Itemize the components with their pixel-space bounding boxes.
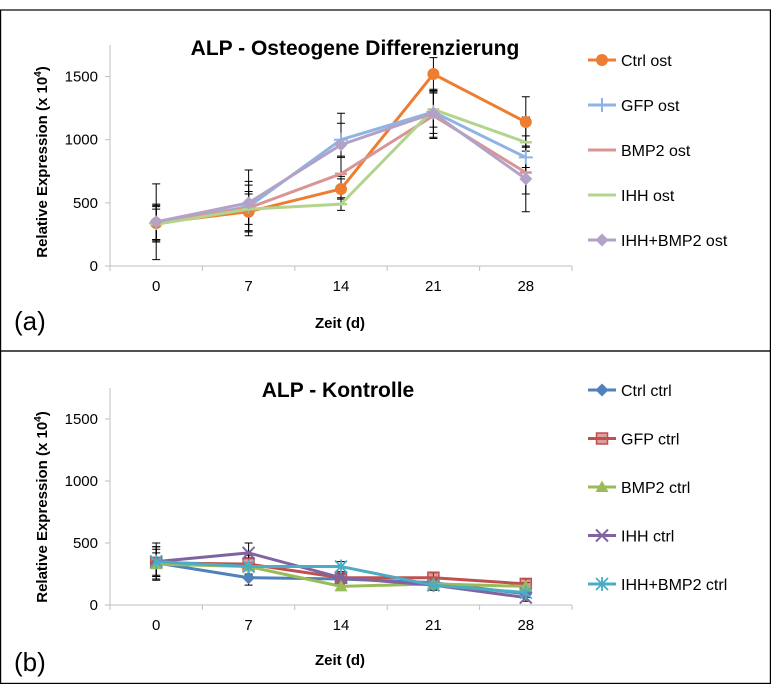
data-point [426,578,441,593]
data-point [335,182,347,195]
legend-label: BMP2 ost [621,143,691,160]
x-tick-label: 28 [517,278,534,295]
x-tick-label: 0 [152,278,160,295]
legend-item: Ctrl ost [588,53,672,70]
y-axis-label-close: ) [34,66,51,71]
y-axis-label-text: Relative Expression (x 10 [34,422,51,603]
legend-marker [595,233,609,247]
x-axis-label: Zeit (d) [315,315,365,332]
y-tick-label: 1500 [65,411,98,428]
plot-area: 0 500 1000 1500 0 7 14 21 28 [65,45,573,295]
legend-item: IHH+BMP2 ost [588,233,728,250]
legend-marker [595,432,609,445]
data-point [149,215,163,229]
x-axis-label: Zeit (d) [315,652,365,669]
legend-marker [595,480,609,492]
data-point [519,585,533,600]
x-tick-label: 14 [333,278,350,295]
panel-label: (a) [14,306,46,336]
error-bars [152,57,530,261]
legend-item: Ctrl ctrl [588,383,672,400]
legend-marker [595,98,609,112]
panel-a: ALP - Osteogene Differenzierung Zeit (d)… [14,37,728,336]
y-axis-label-exponent: 4 [33,416,44,422]
x-tick-label: 7 [244,617,252,634]
x-tick-label: 0 [152,617,160,634]
legend-label: IHH+BMP2 ctrl [621,577,727,594]
data-point [334,579,348,592]
legend-marker [596,54,608,66]
y-tick-label: 0 [90,597,98,614]
data-point [519,172,533,186]
data-point [241,559,256,574]
legend-label: Ctrl ctrl [621,383,672,400]
legend-item: BMP2 ctrl [588,480,690,497]
x-tick-label: 21 [425,617,442,634]
legend-label: IHH ctrl [621,529,674,546]
legend-label: Ctrl ost [621,53,672,70]
legend-marker [595,577,609,591]
data-point [427,68,440,81]
data-point [241,546,256,560]
x-tick-label: 14 [333,617,350,634]
data-point [518,150,533,165]
y-tick-label: 0 [90,258,98,275]
data-point [149,554,163,569]
y-axis-label: Relative Expression (x 104) [33,411,51,603]
x-tick-label: 21 [425,278,442,295]
data-point [426,106,440,120]
y-tick-label: 1500 [65,69,98,86]
legend-item: IHH ost [588,188,675,205]
plot-area: 0 500 1000 1500 0 7 14 21 28 [65,388,573,634]
data-point [242,571,256,585]
legend-item: GFP ost [588,98,680,115]
legend-item: GFP ctrl [588,432,679,449]
series [150,107,532,226]
legend-label: BMP2 ctrl [621,480,690,497]
legend-marker [595,528,609,543]
y-tick-label: 1000 [65,473,98,490]
data-point [519,116,532,129]
series [149,106,533,229]
panel-label: (b) [14,647,46,677]
legend-marker [595,383,609,397]
series [149,554,533,600]
legend-item: IHH+BMP2 ctrl [588,577,727,594]
y-axis-label: Relative Expression (x 104) [33,66,51,258]
x-tick-label: 7 [244,278,252,295]
legend-item: BMP2 ost [588,143,691,160]
data-point [334,571,348,585]
panel-b-frame [0,350,771,684]
y-tick-label: 500 [73,535,98,552]
legend-label: IHH ost [621,188,675,205]
legend: Ctrl ost GFP ost BMP2 ost IHH ost IHH+BMP2 o… [588,53,728,250]
y-axis-label-exponent: 4 [33,71,44,77]
data-point [334,559,348,574]
y-axis-label-close: ) [34,411,51,416]
data-point [242,196,256,210]
legend: Ctrl ctrl GFP ctrl BMP2 ctrl IHH ctrl IHH+BM… [588,383,727,594]
x-tick-label: 28 [517,617,534,634]
chart-title: ALP - Kontrolle [262,379,414,402]
y-tick-label: 1000 [65,132,98,149]
y-axis-label-text: Relative Expression (x 10 [34,77,51,258]
legend-label: IHH+BMP2 ost [621,233,728,250]
chart-title: ALP - Osteogene Differenzierung [191,37,520,60]
data-point [334,138,348,152]
legend-label: GFP ctrl [621,432,679,449]
y-tick-label: 500 [73,195,98,212]
panel-b: ALP - Kontrolle Zeit (d) Relative Expres… [14,379,727,677]
legend-label: GFP ost [621,98,680,115]
legend-item: IHH ctrl [588,529,674,546]
